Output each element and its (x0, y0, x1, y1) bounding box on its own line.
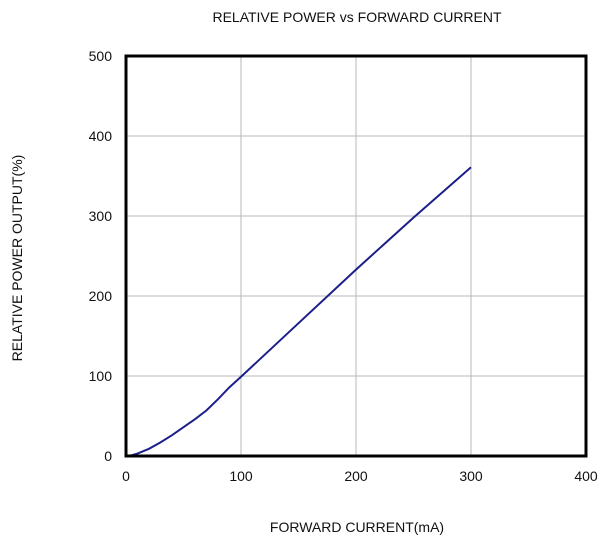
y-tick-label: 500 (89, 48, 113, 64)
y-tick-label: 400 (89, 128, 113, 144)
x-tick-label: 0 (122, 468, 130, 484)
y-tick-label: 300 (89, 208, 113, 224)
y-tick-label: 200 (89, 288, 113, 304)
x-tick-label: 100 (229, 468, 253, 484)
grid (126, 56, 586, 456)
tick-labels: 0 100 200 300 400 0 100 200 300 400 500 (89, 48, 598, 484)
y-tick-label: 100 (89, 368, 113, 384)
y-tick-label: 0 (104, 448, 112, 464)
y-axis-title: RELATIVE POWER OUTPUT(%) (9, 155, 25, 362)
plot-frame (124, 54, 588, 458)
chart-title: RELATIVE POWER vs FORWARD CURRENT (212, 9, 502, 25)
x-tick-label: 200 (344, 468, 368, 484)
x-axis-title: FORWARD CURRENT(mA) (270, 519, 444, 535)
x-tick-label: 300 (459, 468, 483, 484)
x-tick-label: 400 (574, 468, 598, 484)
series-line (125, 166, 472, 457)
